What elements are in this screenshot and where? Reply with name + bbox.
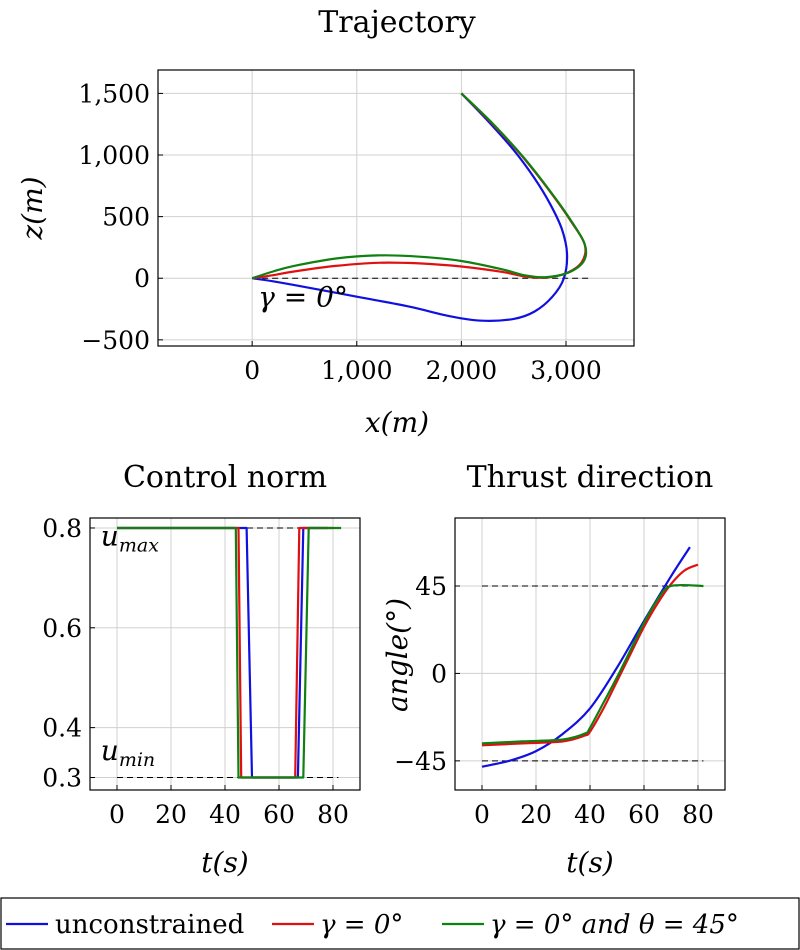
legend-box	[0, 897, 800, 950]
thrust-direction-series-gamma0	[481, 563, 699, 747]
trajectory-y-tick-label-4: 1,500	[78, 79, 150, 108]
thrust-direction-reference-lines	[482, 585, 704, 762]
thrust-direction-y-label: angle(°)	[381, 598, 414, 712]
control-norm-annotations: umax umin	[101, 519, 159, 771]
control-norm-y-tick-label-2: 0.6	[42, 614, 82, 643]
control-norm-panel: Control norm 0 20 40 60 800.30.40.60.8 umaxu…	[42, 460, 361, 879]
control-norm-series	[117, 526, 342, 779]
trajectory-y-tick-label-2: 500	[102, 203, 150, 232]
legend: unconstrained γ = 0° γ = 0° and θ = 45°	[0, 897, 800, 950]
thrust-direction-panel: Thrust direction 0 20 40 60 80 −45 0 45 t(s) an…	[381, 460, 726, 879]
thrust-direction-x-tick-label-0: 0	[474, 800, 490, 829]
trajectory-series-unconstrained	[252, 92, 569, 322]
trajectory-y-label: z(m)	[16, 176, 49, 240]
trajectory-panel: Trajectory 0 1,000 2,000 3,000 −500 0 500 1,000…	[16, 5, 635, 439]
control-norm-grid	[90, 518, 360, 790]
control-norm-y-tick-label-0: 0.3	[42, 764, 82, 793]
control-norm-x-tick-label-3: 60	[263, 800, 295, 829]
trajectory-series	[251, 92, 588, 322]
control-norm-ticks: 0 20 40 60 80 0.3 0.4 0.6 0.8	[42, 514, 349, 829]
thrust-direction-y-tick-label-1: 0	[431, 659, 447, 688]
thrust-direction-ticks: 0 20 40 60 80 −45 0 45	[394, 572, 714, 829]
control-norm-series-gamma0-theta45	[117, 526, 342, 779]
control-norm-x-tick-label-0: 0	[109, 800, 125, 829]
control-norm-annotation-1: umin	[101, 734, 155, 771]
legend-label-unconstrained: unconstrained	[55, 910, 244, 940]
thrust-direction-x-tick-label-4: 80	[682, 800, 714, 829]
trajectory-x-tick-label-2: 2,000	[426, 356, 498, 385]
thrust-direction-x-tick-label-1: 20	[520, 800, 552, 829]
legend-label-gamma0-theta45: γ = 0° and θ = 45°	[490, 910, 739, 940]
trajectory-x-label: x(m)	[365, 406, 429, 439]
trajectory-axes-frame	[157, 69, 635, 347]
control-norm-x-label: t(s)	[201, 846, 248, 879]
trajectory-annotation-0: γ = 0°	[258, 281, 348, 314]
thrust-direction-y-tick-label-2: 45	[415, 572, 447, 601]
control-norm-y-tick-label-3: 0.8	[42, 514, 82, 543]
trajectory-annotations: γ = 0°	[258, 281, 348, 314]
legend-entry-gamma0-theta45: γ = 0° and θ = 45°	[442, 910, 739, 940]
trajectory-y-tick-label-0: −500	[81, 326, 150, 355]
thrust-direction-title: Thrust direction	[467, 460, 714, 495]
trajectory-x-tick-label-0: 0	[244, 356, 260, 385]
trajectory-y-tick-label-1: 0	[134, 264, 150, 293]
trajectory-series-gamma0	[252, 92, 587, 280]
control-norm-x-tick-label-2: 40	[209, 800, 241, 829]
control-norm-x-tick-label-1: 20	[155, 800, 187, 829]
legend-entry-unconstrained: unconstrained	[6, 910, 244, 940]
thrust-direction-x-tick-label-2: 40	[574, 800, 606, 829]
trajectory-series-gamma0-theta45	[251, 92, 588, 280]
thrust-direction-series-unconstrained	[481, 546, 691, 768]
control-norm-annotation-0: umax	[101, 519, 159, 556]
thrust-direction-y-tick-label-0: −45	[394, 747, 447, 776]
thrust-direction-series	[481, 546, 704, 768]
control-norm-title: Control norm	[123, 460, 327, 495]
legend-label-gamma0: γ = 0°	[320, 910, 403, 940]
trajectory-y-tick-label-3: 1,000	[78, 141, 150, 170]
trajectory-x-tick-label-1: 1,000	[321, 356, 393, 385]
trajectory-title: Trajectory	[318, 5, 476, 40]
thrust-direction-grid	[455, 518, 725, 790]
thrust-direction-x-tick-label-3: 60	[628, 800, 660, 829]
trajectory-ticks: 0 1,000 2,000 3,000 −500 0 500 1,000 1,500	[78, 79, 601, 385]
thrust-direction-x-label: t(s)	[566, 846, 613, 879]
thrust-direction-series-gamma0-theta45	[481, 583, 704, 745]
trajectory-x-tick-label-3: 3,000	[530, 356, 602, 385]
control-norm-y-tick-label-1: 0.4	[42, 714, 82, 743]
legend-entry-gamma0: γ = 0°	[272, 910, 403, 940]
control-norm-x-tick-label-4: 80	[317, 800, 349, 829]
